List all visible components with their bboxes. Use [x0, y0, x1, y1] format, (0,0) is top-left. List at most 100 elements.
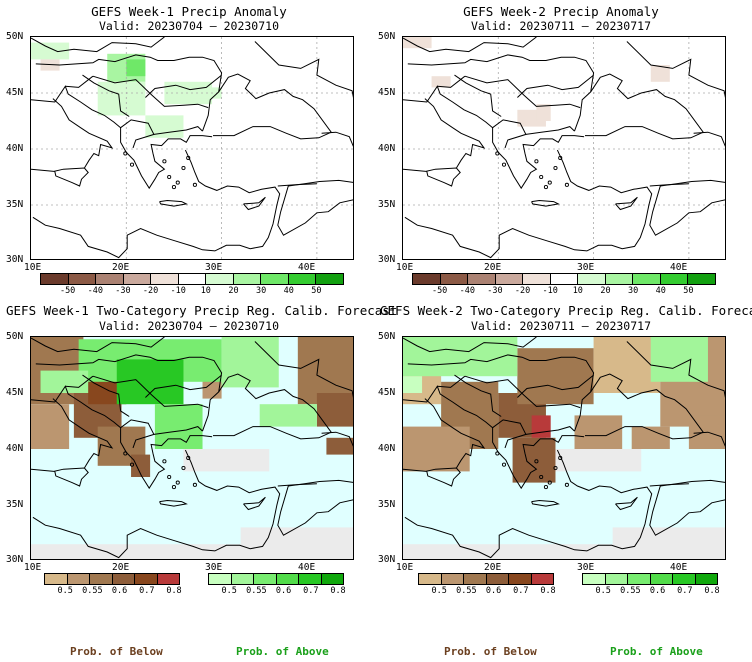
above-probability-patch [221, 337, 279, 388]
island [547, 480, 552, 485]
colorbar-tick-label: 20 [600, 286, 611, 296]
coastline-border [693, 431, 725, 447]
above-probability-patch [40, 370, 89, 393]
lat-label: 45N [378, 387, 396, 398]
lon-label: 20E [112, 262, 130, 273]
coastline-border [277, 183, 317, 187]
colorbar-tick-label: 30 [627, 286, 639, 296]
colorbar-swatch [151, 274, 179, 284]
colorbar-swatch [509, 574, 532, 584]
island [171, 485, 176, 490]
coastline-border [321, 431, 353, 447]
colorbar-tick-label: 0.5 [595, 586, 611, 596]
island [564, 482, 569, 487]
island [495, 451, 500, 456]
colorbar-swatch [45, 574, 68, 584]
lat-label: 40N [6, 443, 24, 454]
anomaly-patch [97, 81, 146, 116]
lon-label: 30E [205, 562, 223, 573]
coastline-border [531, 199, 560, 207]
island [539, 474, 544, 480]
coastline-border [649, 179, 725, 236]
colorbar-tick-label: 0.7 [677, 586, 693, 596]
colorbar-swatch [112, 574, 135, 584]
panel3-valid: Valid: 20230704 – 20230710 [98, 319, 279, 333]
island [495, 151, 500, 156]
colorbar-tick-label: 0.5 [57, 586, 73, 596]
coastline-border [153, 126, 203, 135]
coastline-border [32, 149, 281, 259]
coastline-border [92, 75, 209, 109]
colorbar-swatch [321, 574, 343, 584]
coastline-border [35, 354, 223, 392]
colorbar-tick-label: 0.55 [456, 586, 477, 596]
coastline-border [615, 196, 638, 211]
colorbar-swatch [583, 574, 606, 584]
prob-below-label-week2: Prob. of Below [444, 645, 537, 658]
colorbar-tick-label: 0.8 [166, 586, 182, 596]
island [181, 165, 186, 171]
prob-above-label-week1: Prob. of Above [236, 645, 329, 658]
colorbar-swatch [41, 274, 69, 284]
coastline-border [693, 131, 725, 147]
colorbar-tick-label: -10 [542, 286, 558, 296]
colorbar-swatch [650, 574, 673, 584]
coastline-border [243, 496, 266, 511]
week2-probability-map [402, 336, 726, 560]
coastline-border [202, 373, 332, 440]
lon-label: 30E [205, 262, 223, 273]
island [167, 474, 172, 480]
map-canvas [31, 37, 353, 259]
colorbar-swatch [531, 574, 553, 584]
coastline-border [574, 373, 704, 440]
colorbar-swatch [206, 274, 234, 284]
island [558, 155, 563, 161]
colorbar-tick-label: 0.55 [82, 586, 103, 596]
below-probability-patch [574, 415, 623, 449]
coastline-border [31, 85, 213, 190]
island [162, 459, 167, 464]
colorbar-tick-label: -10 [170, 286, 186, 296]
lat-label: 30N [378, 554, 396, 565]
coastline-border [424, 98, 486, 169]
lat-label: 50N [6, 331, 24, 342]
coastline-border [159, 199, 188, 207]
prob-above-label-week2: Prob. of Above [610, 645, 703, 658]
colorbar-swatch [550, 274, 579, 284]
island [553, 165, 558, 171]
lat-label: 35N [378, 199, 396, 210]
lat-label: 50N [378, 31, 396, 42]
coastline-border [52, 98, 114, 169]
coastline-border [31, 385, 213, 490]
anomaly-patch [403, 37, 432, 49]
colorbar-swatch [316, 274, 344, 284]
colorbar-tick-label: -50 [431, 286, 448, 296]
colorbar-swatch [628, 574, 651, 584]
colorbar-swatch [209, 574, 232, 584]
colorbar-swatch [441, 574, 464, 584]
coastline-border [517, 374, 594, 398]
lat-label: 30N [6, 254, 24, 265]
below-probability-patch [131, 454, 151, 477]
colorbar-swatch [233, 274, 262, 284]
colorbar-swatch [261, 274, 289, 284]
coastline-border [254, 341, 353, 398]
map-canvas [31, 337, 353, 559]
coastline-border [277, 179, 353, 236]
coastline-border [403, 85, 585, 190]
lat-label: 40N [378, 443, 396, 454]
below-probability-patch [631, 426, 670, 449]
map-canvas [403, 337, 725, 559]
sea-background [403, 37, 725, 259]
colorbar-tick-label: -50 [59, 286, 76, 296]
prob-below-colorbar-week2 [418, 573, 554, 585]
map-canvas [403, 37, 725, 259]
island [543, 185, 548, 190]
colorbar-swatch [486, 574, 509, 584]
island [501, 162, 507, 167]
colorbar-swatch [605, 274, 634, 284]
coastline-border [65, 75, 94, 88]
island [171, 185, 176, 190]
coastline-border [574, 73, 704, 140]
coastline-border [31, 37, 165, 53]
